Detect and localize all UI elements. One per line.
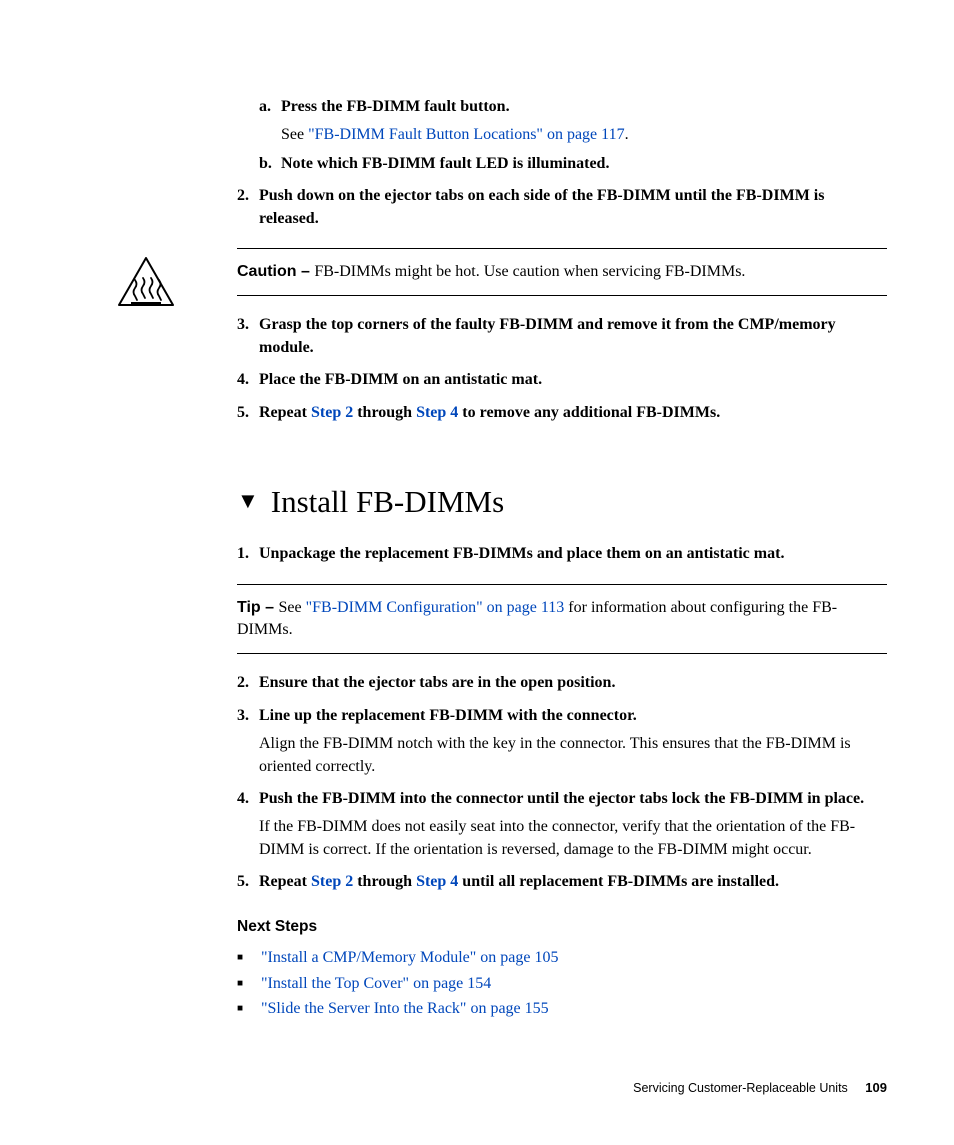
- caution-lead: Caution –: [237, 263, 314, 280]
- text: through: [353, 404, 416, 421]
- link-step-2b[interactable]: Step 2: [311, 873, 353, 890]
- install-step-3-body: Align the FB-DIMM notch with the key in …: [259, 733, 887, 778]
- tip-lead: Tip –: [237, 599, 279, 616]
- substep-a: a. Press the FB-DIMM fault button.: [259, 96, 887, 118]
- step-text: Repeat Step 2 through Step 4 until all r…: [259, 871, 887, 893]
- bullet-icon: ■: [237, 973, 261, 995]
- step-number: 5.: [237, 402, 259, 424]
- step-5: 5. Repeat Step 2 through Step 4 to remov…: [237, 402, 887, 424]
- text: .: [625, 126, 629, 143]
- step-4: 4. Place the FB-DIMM on an antistatic ma…: [237, 369, 887, 391]
- substep-b: b. Note which FB-DIMM fault LED is illum…: [259, 153, 887, 175]
- step-text: Push down on the ejector tabs on each si…: [259, 185, 887, 230]
- step-text: Unpackage the replacement FB-DIMMs and p…: [259, 543, 887, 565]
- step-number: 5.: [237, 871, 259, 893]
- next-step-item: ■ "Install the Top Cover" on page 154: [237, 973, 887, 995]
- install-step-4-body: If the FB-DIMM does not easily seat into…: [259, 816, 887, 861]
- install-step-5: 5. Repeat Step 2 through Step 4 until al…: [237, 871, 887, 893]
- bullet-icon: ■: [237, 998, 261, 1020]
- text: See: [281, 126, 308, 143]
- heading-install-fb-dimms: ▼ Install FB-DIMMs: [237, 480, 887, 523]
- link-install-top-cover[interactable]: "Install the Top Cover" on page 154: [261, 975, 491, 992]
- install-step-1: 1. Unpackage the replacement FB-DIMMs an…: [237, 543, 887, 565]
- step-2: 2. Push down on the ejector tabs on each…: [237, 185, 887, 230]
- tip-box: Tip – See "FB-DIMM Configuration" on pag…: [237, 584, 887, 655]
- footer-chapter: Servicing Customer-Replaceable Units: [633, 1081, 848, 1095]
- footer-page-number: 109: [865, 1080, 887, 1095]
- link-slide-server-rack[interactable]: "Slide the Server Into the Rack" on page…: [261, 1000, 549, 1017]
- link-install-cmp-memory[interactable]: "Install a CMP/Memory Module" on page 10…: [261, 949, 558, 966]
- step-text: Push the FB-DIMM into the connector unti…: [259, 788, 887, 810]
- step-text: Place the FB-DIMM on an antistatic mat.: [259, 369, 887, 391]
- page-footer: Servicing Customer-Replaceable Units 109: [633, 1080, 887, 1095]
- step-number: 2.: [237, 185, 259, 230]
- substep-text: Press the FB-DIMM fault button.: [281, 96, 887, 118]
- substep-label: a.: [259, 96, 281, 118]
- step-3: 3. Grasp the top corners of the faulty F…: [237, 314, 887, 359]
- text: Repeat: [259, 873, 311, 890]
- step-text: Ensure that the ejector tabs are in the …: [259, 672, 887, 694]
- link-step-4[interactable]: Step 4: [416, 404, 458, 421]
- substep-text: Note which FB-DIMM fault LED is illumina…: [281, 153, 887, 175]
- step-number: 2.: [237, 672, 259, 694]
- procedure-triangle-icon: ▼: [237, 490, 259, 512]
- page: a. Press the FB-DIMM fault button. See "…: [0, 0, 954, 1145]
- next-step-item: ■ "Slide the Server Into the Rack" on pa…: [237, 998, 887, 1020]
- step-number: 4.: [237, 788, 259, 810]
- text: to remove any additional FB-DIMMs.: [458, 404, 720, 421]
- step-number: 3.: [237, 314, 259, 359]
- step-number: 1.: [237, 543, 259, 565]
- install-step-4: 4. Push the FB-DIMM into the connector u…: [237, 788, 887, 810]
- content-column: a. Press the FB-DIMM fault button. See "…: [237, 96, 887, 1020]
- link-fb-dimm-configuration[interactable]: "FB-DIMM Configuration" on page 113: [306, 599, 565, 616]
- substep-label: b.: [259, 153, 281, 175]
- install-step-2: 2. Ensure that the ejector tabs are in t…: [237, 672, 887, 694]
- next-step-item: ■ "Install a CMP/Memory Module" on page …: [237, 947, 887, 969]
- caution-text: FB-DIMMs might be hot. Use caution when …: [314, 263, 745, 280]
- step-number: 3.: [237, 705, 259, 727]
- text: through: [353, 873, 416, 890]
- text: until all replacement FB-DIMMs are insta…: [458, 873, 779, 890]
- link-step-2[interactable]: Step 2: [311, 404, 353, 421]
- substep-a-body: See "FB-DIMM Fault Button Locations" on …: [281, 124, 887, 146]
- step-text: Repeat Step 2 through Step 4 to remove a…: [259, 402, 887, 424]
- heading-text: Install FB-DIMMs: [271, 480, 504, 523]
- caution-box: Caution – FB-DIMMs might be hot. Use cau…: [237, 248, 887, 296]
- step-text: Grasp the top corners of the faulty FB-D…: [259, 314, 887, 359]
- text: See: [279, 599, 306, 616]
- caution-hot-icon: [117, 256, 175, 307]
- link-fb-dimm-fault-locations[interactable]: "FB-DIMM Fault Button Locations" on page…: [308, 126, 624, 143]
- bullet-icon: ■: [237, 947, 261, 969]
- link-step-4b[interactable]: Step 4: [416, 873, 458, 890]
- install-step-3: 3. Line up the replacement FB-DIMM with …: [237, 705, 887, 727]
- text: Repeat: [259, 404, 311, 421]
- next-steps-heading: Next Steps: [237, 916, 887, 938]
- step-text: Line up the replacement FB-DIMM with the…: [259, 705, 887, 727]
- step-number: 4.: [237, 369, 259, 391]
